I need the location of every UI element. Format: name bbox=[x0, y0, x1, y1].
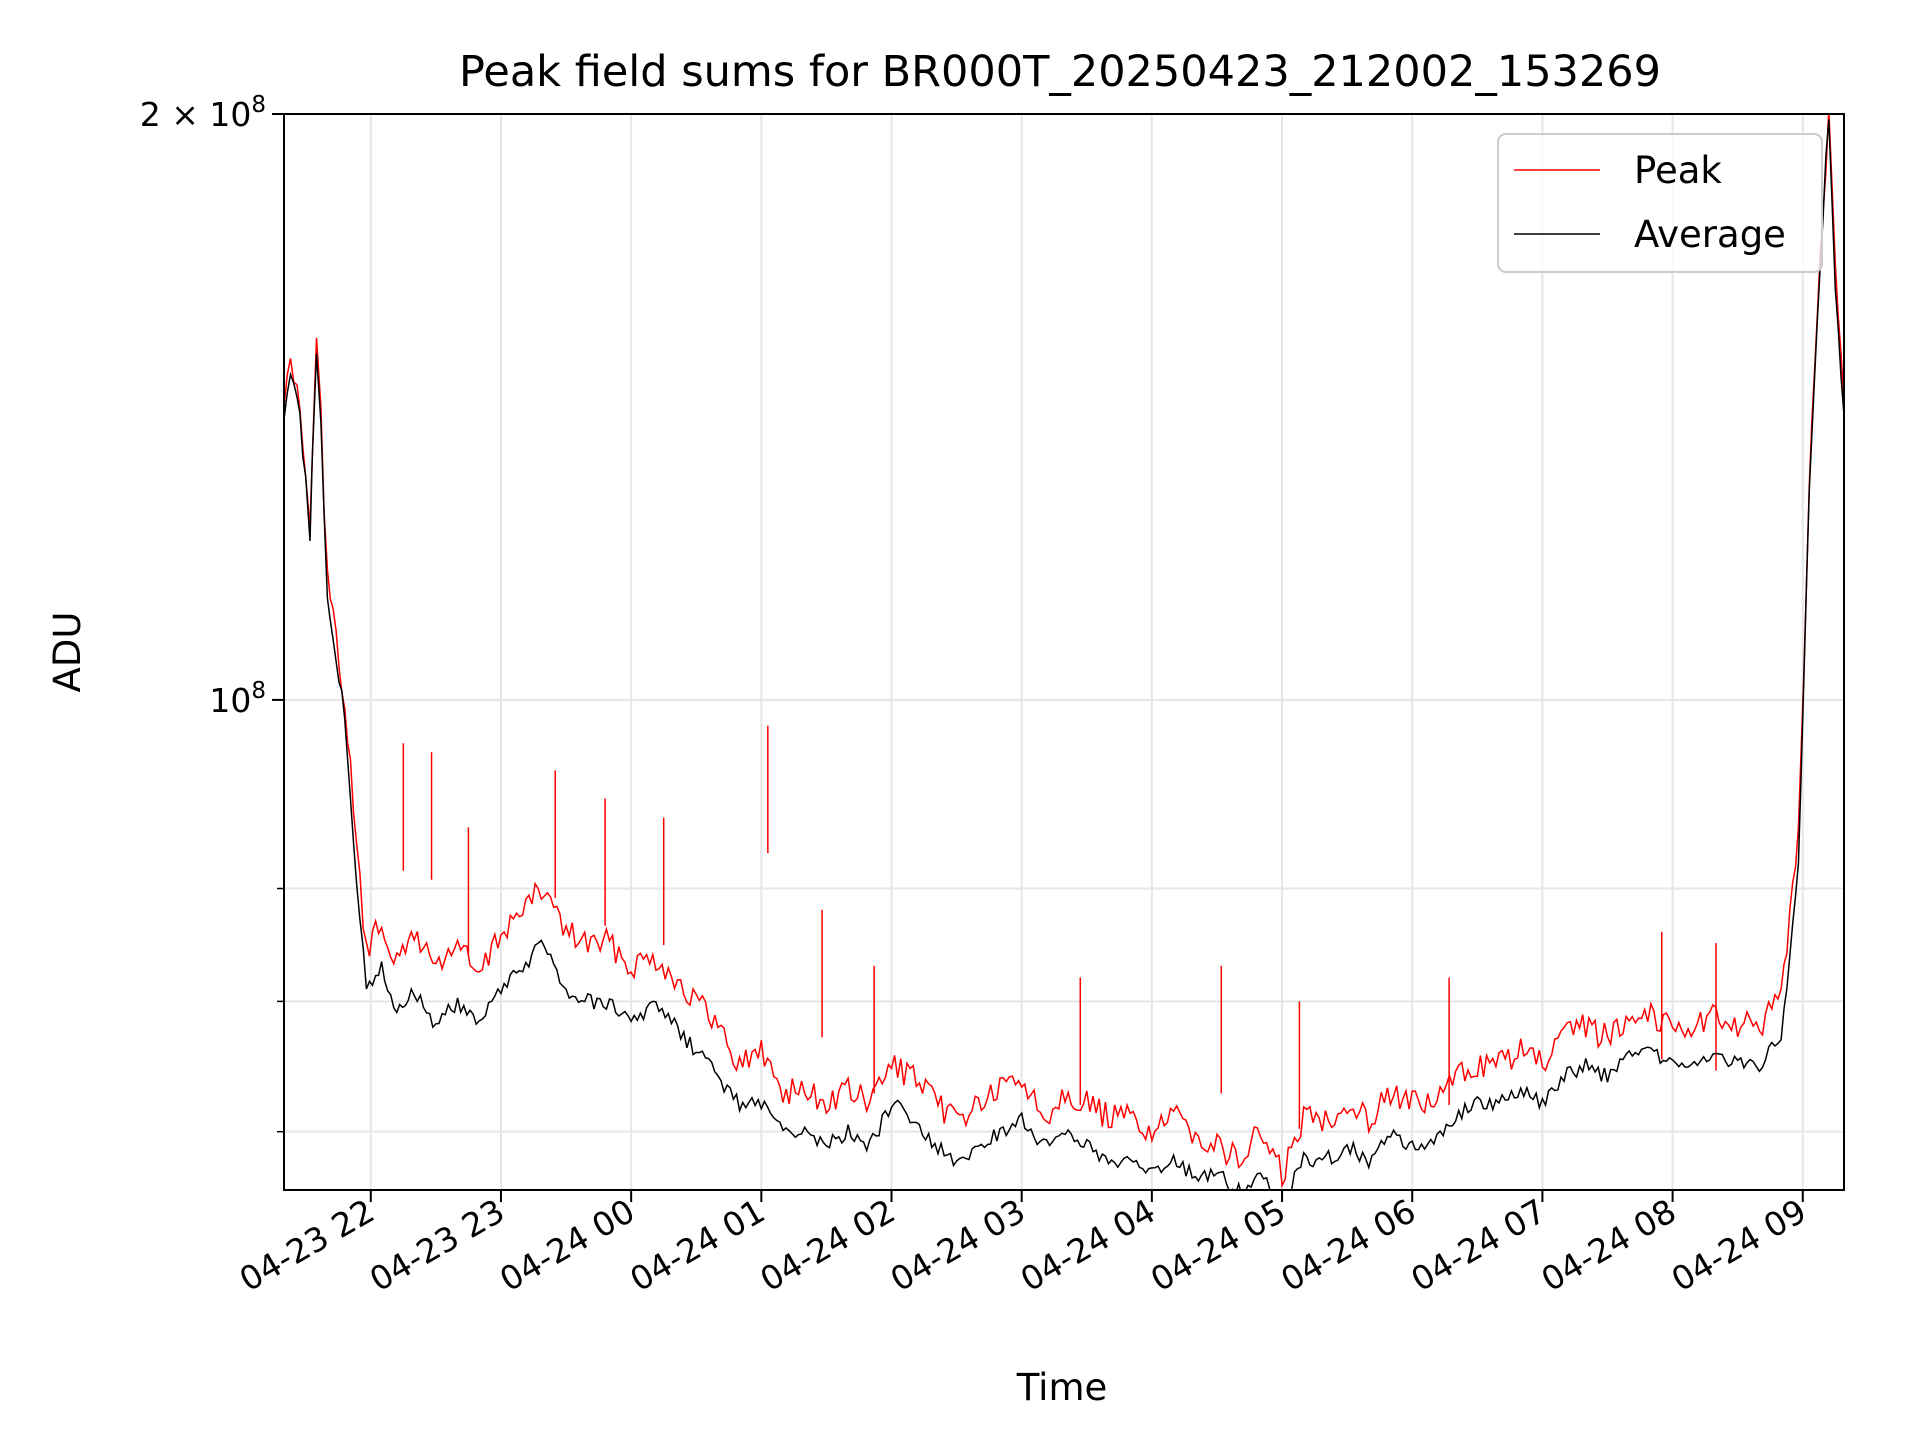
y-axis: 108 2 × 108 bbox=[140, 92, 284, 1133]
average-series-line bbox=[284, 119, 1844, 1190]
legend: Peak Average bbox=[1497, 133, 1823, 273]
y-tick-label: 108 bbox=[209, 678, 266, 720]
legend-average-label: Average bbox=[1634, 213, 1786, 256]
axes-frame bbox=[283, 113, 1845, 1191]
legend-peak-label: Peak bbox=[1634, 149, 1722, 192]
y-axis-label: ADU bbox=[46, 612, 89, 693]
y-tick-label: 2 × 108 bbox=[140, 92, 266, 134]
x-axis-label: Time bbox=[1016, 1366, 1108, 1409]
plot-area bbox=[284, 114, 1844, 1190]
legend-box bbox=[1497, 133, 1823, 273]
peak-series-line bbox=[284, 114, 1844, 1189]
chart-title: Peak field sums for BR000T_20250423_2120… bbox=[459, 47, 1661, 97]
